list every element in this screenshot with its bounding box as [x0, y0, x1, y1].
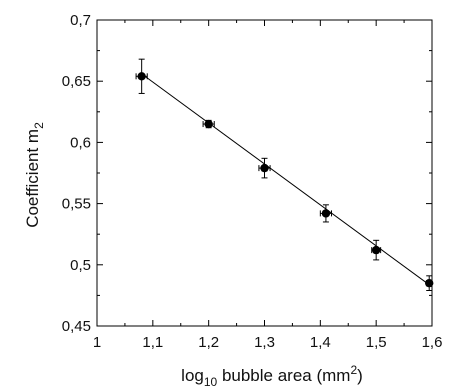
x-tick-label: 1,3: [254, 334, 275, 351]
data-points: [135, 58, 434, 292]
x-axis: 1 1,1 1,2 1,3 1,4 1,5 1,6: [93, 20, 443, 351]
point-marker: [371, 245, 381, 255]
x-tick-label: 1,4: [310, 334, 331, 351]
x-tick-label: 1,2: [198, 334, 219, 351]
x-tick-label: 1,5: [366, 334, 387, 351]
data-point: [258, 157, 271, 179]
point-marker: [260, 163, 269, 173]
y-tick-label: 0,55: [62, 196, 91, 213]
x-tick-label: 1,1: [142, 334, 163, 351]
point-marker: [137, 72, 146, 81]
y-tick-label: 0,6: [70, 134, 91, 151]
x-tick-label: 1,6: [422, 334, 443, 351]
data-point: [319, 204, 332, 223]
x-tick-label: 1: [93, 334, 101, 351]
y-tick-label: 0,65: [62, 73, 91, 90]
data-point: [371, 239, 382, 261]
data-point: [425, 275, 434, 292]
y-tick-label: 0,7: [70, 12, 91, 29]
data-point: [202, 119, 215, 129]
fit-line: [141, 73, 433, 288]
data-point: [135, 58, 148, 94]
y-tick-label: 0,5: [70, 257, 91, 274]
point-marker: [204, 119, 213, 129]
x-axis-title: log10 bubble area (mm2): [181, 363, 363, 389]
y-tick-label: 0,45: [62, 318, 91, 335]
point-marker: [321, 209, 331, 218]
point-marker: [425, 278, 434, 288]
y-axis-title: Coefficient m2: [23, 122, 46, 228]
y-axis: 0,45 0,5 0,55 0,6 0,65 0,7: [62, 12, 432, 335]
